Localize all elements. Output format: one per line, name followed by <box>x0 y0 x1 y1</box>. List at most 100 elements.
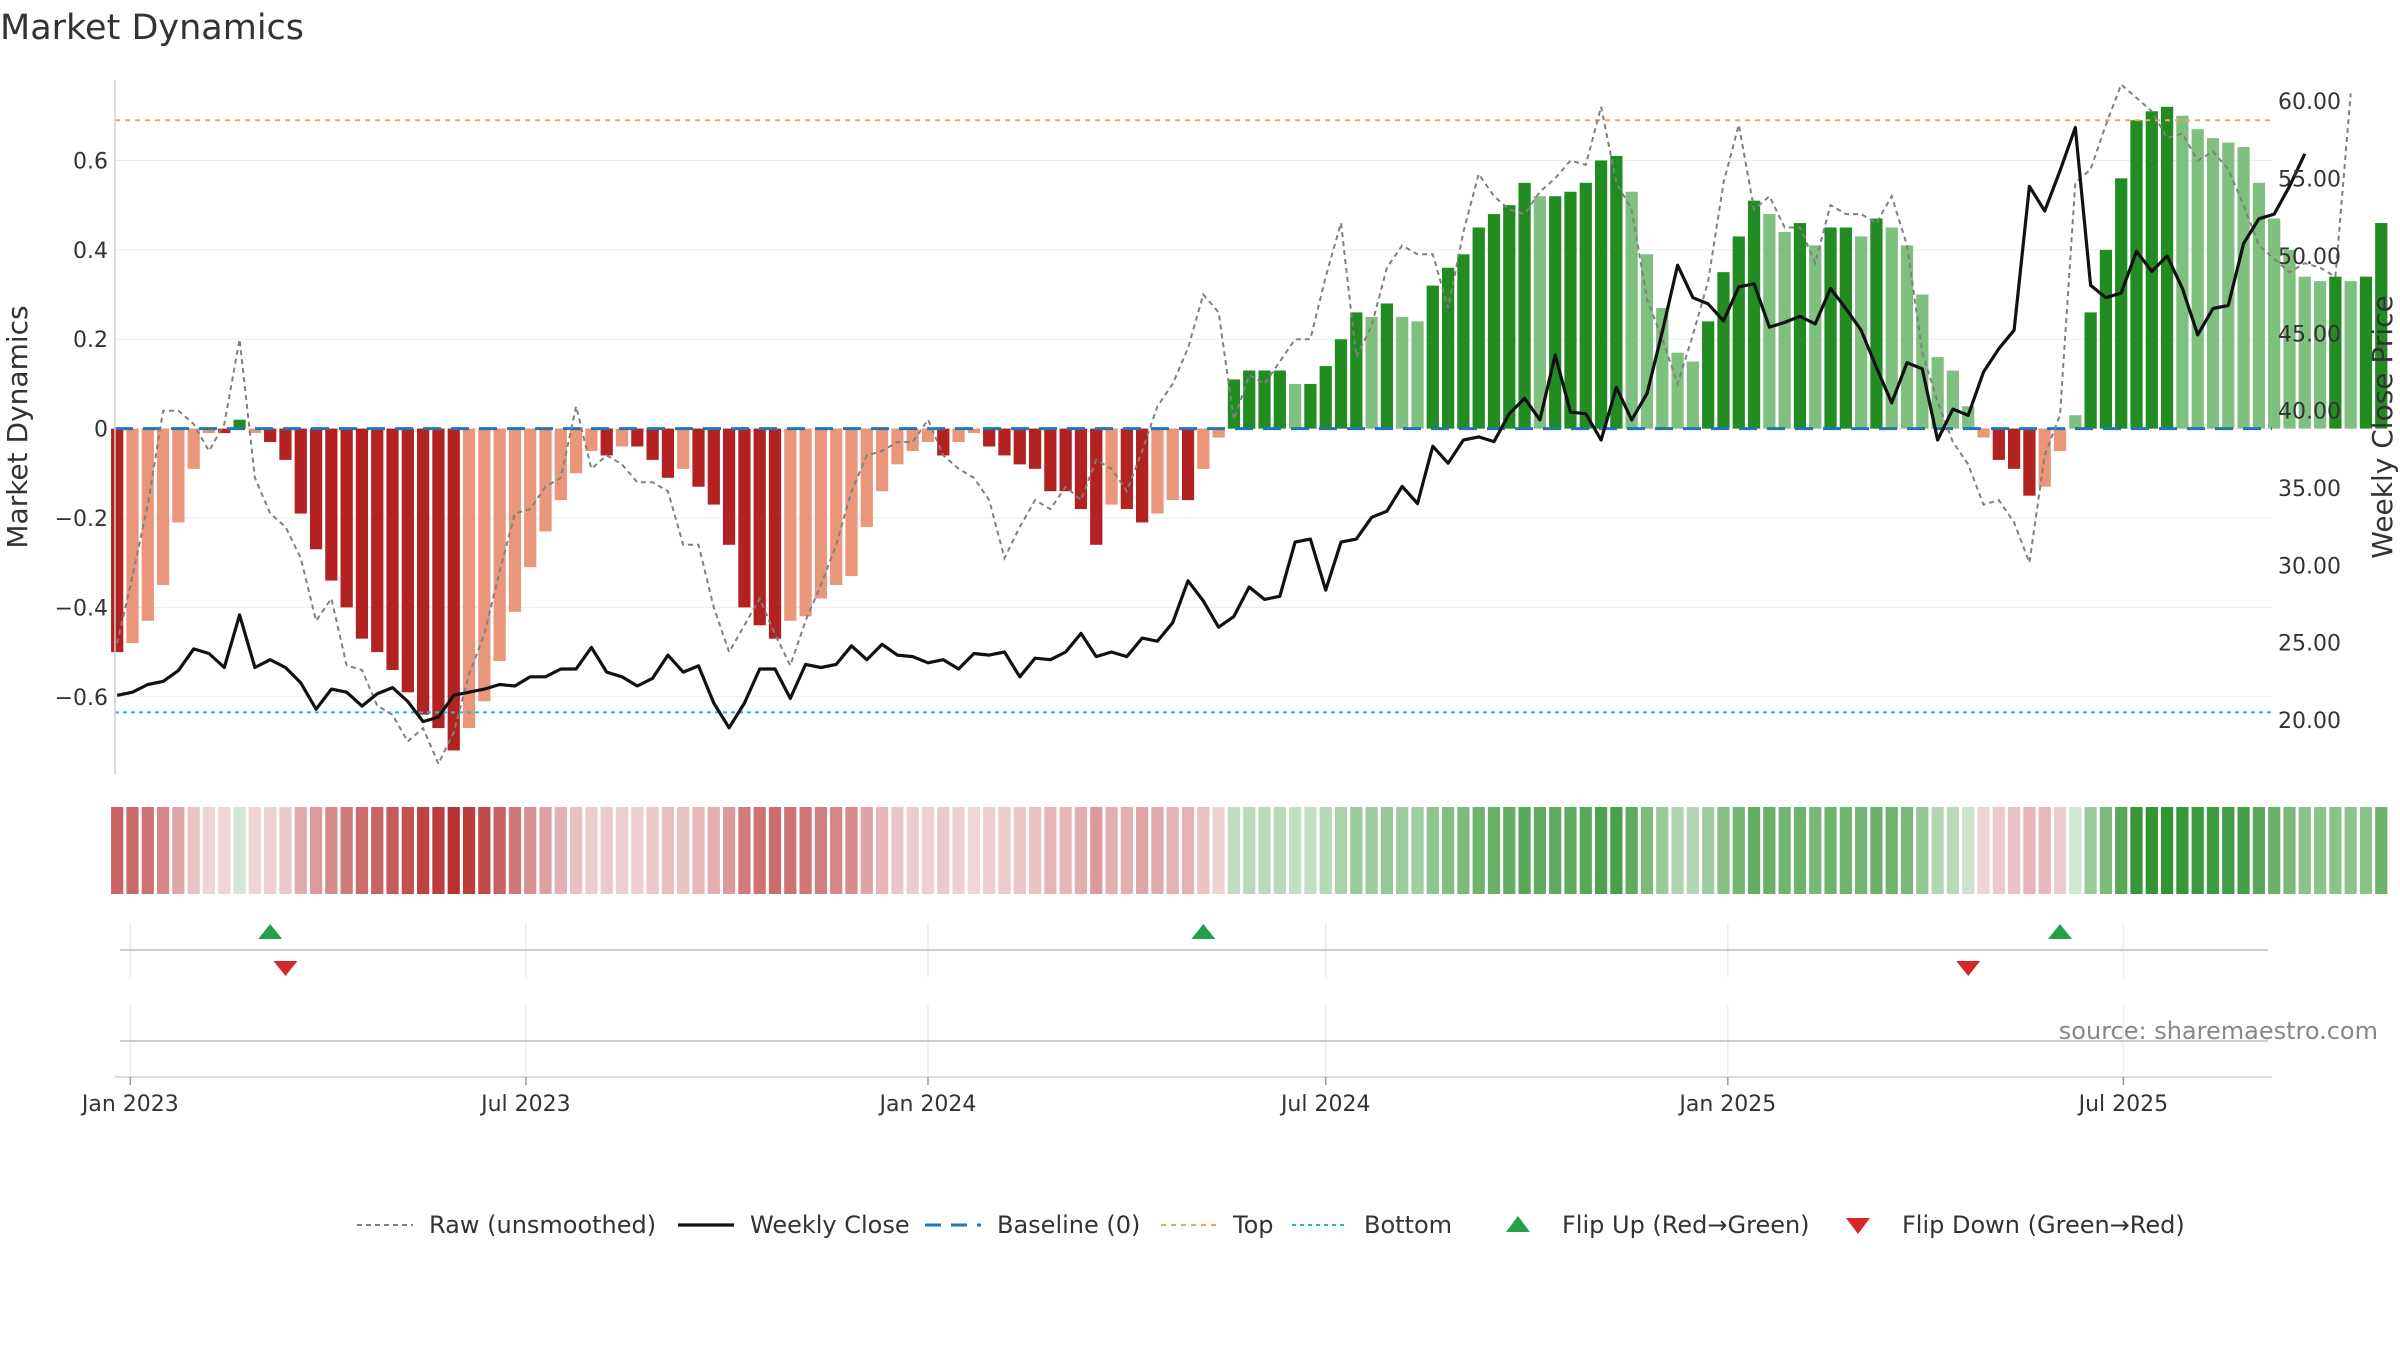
dynamics-bar <box>2313 281 2327 429</box>
dynamics-bar <box>1197 428 1210 469</box>
left-axis-label: Market Dynamics <box>1 305 34 548</box>
dynamics-bar <box>1977 428 1990 438</box>
dynamics-bar <box>111 428 124 653</box>
legend-label: Bottom <box>1364 1211 1452 1239</box>
legend-label: Flip Down (Green→Red) <box>1902 1211 2185 1239</box>
dynamics-bar <box>891 428 904 465</box>
dynamics-bar <box>355 428 369 639</box>
dynamics-bar <box>1136 428 1149 523</box>
dynamics-bar <box>738 428 751 608</box>
right-tick-label: 60.00 <box>2278 90 2341 115</box>
heat-cell <box>1977 807 1990 894</box>
heat-cell <box>1610 807 1623 894</box>
dynamics-bar <box>340 428 353 608</box>
dynamics-bar <box>447 428 460 751</box>
heat-cell <box>2023 807 2036 894</box>
heat-cell <box>1197 807 1210 894</box>
dynamics-bar <box>784 428 797 621</box>
dynamics-bar <box>1702 321 1715 429</box>
heat-cell <box>1013 807 1026 894</box>
dynamics-bar <box>1074 428 1088 510</box>
dynamics-bar <box>585 428 598 451</box>
legend-swatch <box>1506 1216 1530 1232</box>
dynamics-bars <box>111 106 2388 751</box>
heat-cell <box>1289 807 1302 894</box>
regime-heat-strip <box>111 807 2388 894</box>
heat-cell <box>1166 807 1179 894</box>
heat-cell <box>677 807 690 894</box>
legend-label: Raw (unsmoothed) <box>429 1211 656 1239</box>
heat-cell <box>1380 807 1394 894</box>
reference-lines <box>115 119 2272 714</box>
dynamics-bar <box>1472 227 1485 429</box>
heat-cell <box>1457 807 1470 894</box>
heat-cell <box>1717 807 1730 894</box>
heat-cell <box>2222 807 2235 894</box>
heat-cell <box>738 807 751 894</box>
heat-cell <box>646 807 659 894</box>
heat-cell <box>1946 807 1960 894</box>
heat-cell <box>539 807 552 894</box>
dynamics-bar <box>2008 428 2021 469</box>
left-tick-label: −0.4 <box>55 596 108 621</box>
dynamics-bar <box>2099 249 2113 429</box>
dynamics-bar <box>1763 214 1776 429</box>
dynamics-bar <box>1671 352 1684 429</box>
heat-cell <box>508 807 522 894</box>
dynamics-bar <box>1166 428 1179 501</box>
dynamics-bar <box>2206 138 2220 429</box>
heat-cell <box>2359 807 2373 894</box>
left-tick-label: 0.4 <box>73 239 108 264</box>
dynamics-bar <box>998 428 1011 456</box>
heat-cell <box>814 807 828 894</box>
heat-cell <box>1227 807 1241 894</box>
dynamics-bar <box>2069 415 2082 429</box>
heat-cell <box>998 807 1011 894</box>
dynamics-bar <box>1549 196 1562 429</box>
dynamics-bar <box>2038 428 2051 487</box>
heat-cell <box>126 807 139 894</box>
dynamics-bar <box>1151 428 1164 514</box>
heat-cell <box>2084 807 2097 894</box>
heat-cell <box>952 807 965 894</box>
dynamics-bar <box>707 428 720 505</box>
heat-cell <box>264 807 277 894</box>
legend-item-flip-up: Flip Up (Red→Green) <box>1506 1211 1810 1239</box>
heat-cell <box>2206 807 2220 894</box>
dynamics-bar <box>401 428 414 693</box>
dynamics-bar <box>462 428 476 729</box>
dynamics-bar <box>1304 383 1317 429</box>
heat-cell <box>2099 807 2113 894</box>
dynamics-bar <box>1885 227 1898 429</box>
dynamics-bar <box>768 428 782 639</box>
x-tick-label: Jan 2025 <box>1677 1092 1776 1117</box>
source-label: source: sharemaestro.com <box>2059 1017 2378 1045</box>
dynamics-bar <box>1350 312 1363 429</box>
dynamics-bar <box>875 428 889 492</box>
heat-cell <box>1028 807 1042 894</box>
dynamics-bar <box>1426 285 1439 429</box>
dynamics-bar <box>2222 142 2235 429</box>
dynamics-bar <box>2023 428 2036 496</box>
legend-item-flip-down: Flip Down (Green→Red) <box>1846 1211 2185 1239</box>
right-axis-label: Weekly Close Price <box>2366 295 2399 558</box>
heat-cell <box>202 807 216 894</box>
heat-cell <box>967 807 980 894</box>
dynamics-bar <box>1610 155 1623 429</box>
heat-cell <box>2375 807 2388 894</box>
dynamics-bar <box>1533 196 1547 429</box>
dynamics-bar <box>921 428 935 443</box>
heat-cell <box>1334 807 1348 894</box>
dynamics-bar <box>524 428 537 568</box>
flip-up-marker <box>2048 924 2073 939</box>
dynamics-bar <box>570 428 583 474</box>
heat-cell <box>875 807 889 894</box>
dynamics-bar <box>187 428 200 469</box>
heat-cell <box>141 807 154 894</box>
heat-cell <box>1732 807 1745 894</box>
heat-cell <box>1518 807 1531 894</box>
heat-cell <box>2069 807 2082 894</box>
dynamics-bar <box>1457 254 1470 429</box>
heat-cell <box>1136 807 1149 894</box>
right-tick-label: 20.00 <box>2278 709 2341 734</box>
